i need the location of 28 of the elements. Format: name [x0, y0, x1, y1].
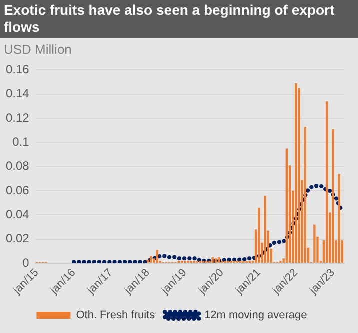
legend-label: 12m moving average — [204, 310, 308, 322]
bar — [156, 250, 158, 263]
bar — [264, 196, 266, 263]
y-tick-label: 0.16 — [6, 62, 30, 77]
bar — [326, 102, 328, 263]
bar — [286, 148, 288, 263]
bar — [304, 126, 306, 263]
y-tick-label: 0.14 — [6, 86, 30, 101]
y-tick-label: 0.08 — [6, 159, 30, 174]
legend-label: Oth. Fresh fruits — [76, 310, 156, 322]
bar — [338, 174, 340, 263]
y-tick-label: 0.06 — [6, 183, 30, 198]
bar — [295, 83, 298, 263]
y-tick-label: 0.1 — [12, 134, 30, 149]
bar — [314, 224, 316, 263]
y-axis-title: USD Million — [3, 41, 73, 57]
y-tick-label: 0.02 — [6, 232, 30, 246]
bar — [218, 257, 220, 263]
bar — [150, 256, 152, 263]
bar — [258, 208, 260, 263]
chart-title: Exotic fruits have also seen a beginning of export flows — [0, 0, 358, 38]
bar — [332, 129, 334, 263]
bar — [214, 258, 217, 263]
y-tick-label: 0.04 — [6, 207, 30, 222]
bar — [212, 257, 214, 263]
y-tick-label: 0.12 — [6, 110, 30, 125]
y-tick-label: 0 — [22, 256, 30, 270]
line-series — [72, 184, 344, 264]
